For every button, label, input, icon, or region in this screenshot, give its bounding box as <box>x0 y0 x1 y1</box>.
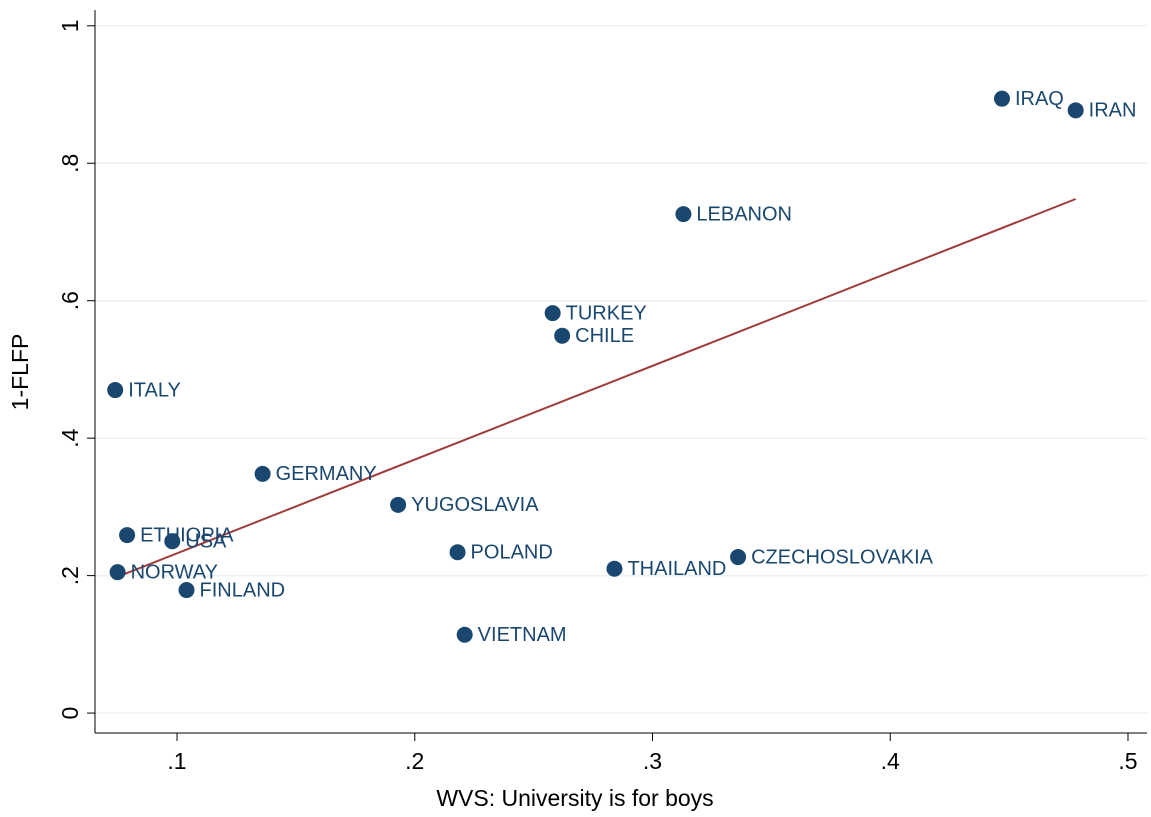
fit-line <box>114 198 1077 579</box>
point <box>993 90 1010 107</box>
point <box>164 533 181 550</box>
point <box>1067 102 1084 119</box>
x-tick-label: .4 <box>881 748 900 774</box>
point <box>449 544 466 561</box>
point <box>456 626 473 643</box>
y-axis-label: 1-FLFP <box>7 334 33 411</box>
point-label: FINLAND <box>200 579 286 601</box>
point-label: USA <box>185 531 227 553</box>
point-label: IRAN <box>1089 100 1137 122</box>
y-tick-label: 0 <box>57 707 83 720</box>
point <box>554 327 571 344</box>
x-axis-label: WVS: University is for boys <box>436 785 713 811</box>
x-tick-label: .1 <box>167 748 186 774</box>
point <box>254 465 271 482</box>
point-label: GERMANY <box>276 463 377 485</box>
x-tick-label: .3 <box>643 748 662 774</box>
x-tick-label: .2 <box>405 748 424 774</box>
point <box>730 549 747 566</box>
point-label: THAILAND <box>627 558 726 580</box>
y-tick-label: .8 <box>57 154 83 173</box>
point <box>675 206 692 223</box>
y-tick-label: .4 <box>57 428 83 447</box>
y-tick-label: 1 <box>57 19 83 32</box>
point-label: ITALY <box>128 379 181 401</box>
point <box>606 560 623 577</box>
point-label: POLAND <box>471 542 553 564</box>
point-label: LEBANON <box>696 203 792 225</box>
point <box>109 564 126 581</box>
point-label: CZECHOSLOVAKIA <box>751 546 934 568</box>
point-label: TURKEY <box>566 302 647 324</box>
x-tick-label: .5 <box>1118 748 1137 774</box>
y-tick-label: .6 <box>57 291 83 310</box>
point-label: NORWAY <box>131 561 218 583</box>
point <box>119 527 136 544</box>
point <box>178 582 195 599</box>
point-label: IRAQ <box>1015 88 1064 110</box>
point-label: CHILE <box>575 325 634 347</box>
point-label: YUGOSLAVIA <box>411 494 539 516</box>
y-tick-label: .2 <box>57 566 83 585</box>
point-label: VIETNAM <box>478 624 567 646</box>
point <box>107 382 124 399</box>
point <box>544 305 561 322</box>
point <box>390 496 407 513</box>
point-label: ETHIOPIA <box>140 524 234 546</box>
